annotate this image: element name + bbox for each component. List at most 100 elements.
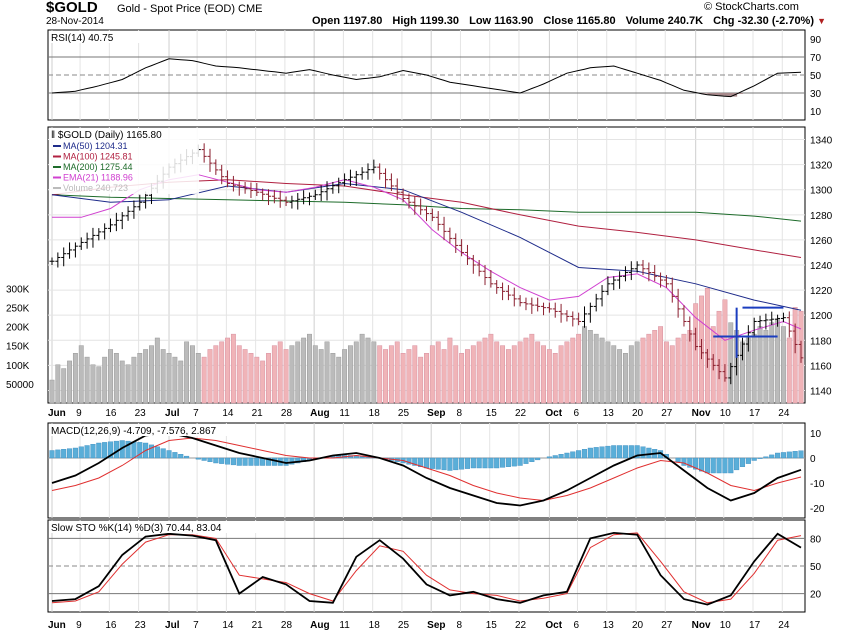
macd-histogram-bar bbox=[254, 457, 260, 466]
macd-histogram-bar bbox=[423, 457, 430, 469]
volume-bar bbox=[365, 337, 371, 404]
volume-bar bbox=[342, 349, 348, 404]
volume-bar bbox=[189, 345, 195, 404]
macd-histogram-bar bbox=[195, 457, 201, 460]
x-axis-label-bottom: 22 bbox=[515, 620, 527, 631]
y-tick-label: 20 bbox=[810, 590, 822, 601]
volume-bar bbox=[500, 345, 506, 404]
x-axis-label-bottom: 10 bbox=[720, 620, 732, 631]
volume-bar bbox=[511, 345, 517, 404]
volume-bar bbox=[716, 310, 722, 404]
volume-bar bbox=[236, 345, 242, 404]
volume-bar bbox=[617, 349, 623, 404]
macd-histogram-bar bbox=[552, 455, 558, 459]
macd-histogram-bar bbox=[441, 457, 447, 471]
volume-tick-label: 100K bbox=[6, 361, 30, 372]
volume-bar bbox=[266, 353, 271, 404]
volume-bar bbox=[663, 341, 669, 404]
volume-bar bbox=[324, 341, 330, 404]
x-axis-label-mid: 23 bbox=[135, 408, 147, 419]
volume-bar bbox=[72, 353, 78, 404]
macd-histogram-bar bbox=[72, 447, 78, 459]
x-axis-label-mid: Aug bbox=[310, 408, 329, 419]
volume-bar bbox=[377, 345, 383, 404]
volume-bar bbox=[453, 345, 459, 404]
volume-bar bbox=[254, 356, 260, 404]
volume-bar bbox=[523, 337, 529, 404]
macd-histogram-bar bbox=[646, 447, 652, 459]
macd-histogram-bar bbox=[49, 450, 55, 459]
volume-bar bbox=[593, 333, 599, 404]
stochastic-title: Slow STO %K(14) %D(3) 70.44, 83.04 bbox=[51, 523, 222, 534]
y-tick-label: 50 bbox=[810, 71, 822, 82]
volume-bar bbox=[207, 349, 213, 404]
volume-bar bbox=[494, 341, 500, 404]
legend-label: MA(50) 1204.31 bbox=[63, 141, 128, 151]
volume-bar bbox=[347, 345, 353, 404]
macd-histogram-bar bbox=[90, 444, 96, 459]
y-tick-label: 70 bbox=[810, 53, 822, 64]
x-axis-label-bottom: 21 bbox=[252, 620, 264, 631]
x-axis-label-bottom: Oct bbox=[545, 620, 562, 631]
macd-histogram-bar bbox=[67, 448, 73, 459]
macd-histogram-bar bbox=[470, 457, 476, 469]
volume-bar bbox=[576, 333, 582, 404]
y-tick-label: 10 bbox=[810, 429, 822, 440]
volume-bar bbox=[623, 353, 628, 404]
volume-tick-label: 250K bbox=[6, 303, 30, 314]
macd-histogram-bar bbox=[207, 457, 213, 462]
macd-histogram-bar bbox=[295, 457, 301, 464]
x-axis-label-bottom: 20 bbox=[632, 620, 644, 631]
macd-histogram-bar bbox=[640, 446, 646, 459]
volume-bar bbox=[271, 345, 277, 404]
volume-bar bbox=[166, 353, 172, 404]
volume-bar bbox=[96, 366, 102, 404]
volume-bar bbox=[160, 349, 166, 404]
x-axis-label-mid: 22 bbox=[515, 408, 527, 419]
volume-bar bbox=[722, 299, 728, 404]
volume-bar bbox=[418, 356, 424, 404]
macd-histogram-bar bbox=[617, 445, 623, 459]
x-axis-label-bottom: 25 bbox=[398, 620, 410, 631]
macd-histogram-bar bbox=[482, 457, 488, 469]
macd-histogram-bar bbox=[634, 445, 640, 459]
volume-bar bbox=[213, 345, 219, 404]
volume-bar bbox=[242, 349, 248, 404]
y-tick-label: 1340 bbox=[810, 136, 833, 147]
macd-histogram-bar bbox=[166, 450, 172, 459]
macd-histogram-bar bbox=[248, 457, 254, 466]
macd-histogram-bar bbox=[570, 451, 576, 459]
macd-histogram-bar bbox=[435, 457, 441, 470]
volume-value: Volume 240.7K bbox=[625, 15, 704, 27]
x-axis-label-bottom: 27 bbox=[661, 620, 673, 631]
volume-bar bbox=[353, 341, 359, 404]
macd-histogram-bar bbox=[137, 442, 143, 459]
volume-bar bbox=[336, 356, 342, 404]
stochastic-title-bg bbox=[49, 521, 259, 533]
x-axis-label-bottom: 23 bbox=[135, 620, 147, 631]
ma50-line bbox=[51, 182, 802, 311]
volume-bar bbox=[359, 333, 365, 404]
x-axis-label-bottom: 17 bbox=[749, 620, 761, 631]
volume-bar bbox=[230, 333, 236, 404]
volume-bar bbox=[652, 330, 658, 404]
y-tick-label: 1280 bbox=[810, 211, 833, 222]
volume-bar bbox=[570, 337, 576, 404]
volume-bar bbox=[301, 337, 307, 404]
volume-bar bbox=[470, 345, 476, 404]
volume-tick-label: 300K bbox=[6, 284, 30, 295]
macd-histogram-bar bbox=[184, 455, 190, 459]
macd-histogram-bar bbox=[751, 457, 757, 461]
macd-histogram-bar bbox=[488, 457, 494, 469]
x-axis-label-bottom: 8 bbox=[456, 620, 462, 631]
rsi-oversold-fill bbox=[713, 93, 720, 96]
x-axis-label-mid: Nov bbox=[692, 408, 711, 419]
volume-bar bbox=[131, 356, 137, 404]
y-tick-label: 1240 bbox=[810, 261, 833, 272]
volume-tick-label: 200K bbox=[6, 323, 30, 334]
volume-bar bbox=[599, 337, 605, 404]
rsi-oversold-fill bbox=[701, 93, 708, 94]
volume-tick-label: 150K bbox=[6, 342, 30, 353]
macd-histogram-bar bbox=[453, 457, 459, 471]
